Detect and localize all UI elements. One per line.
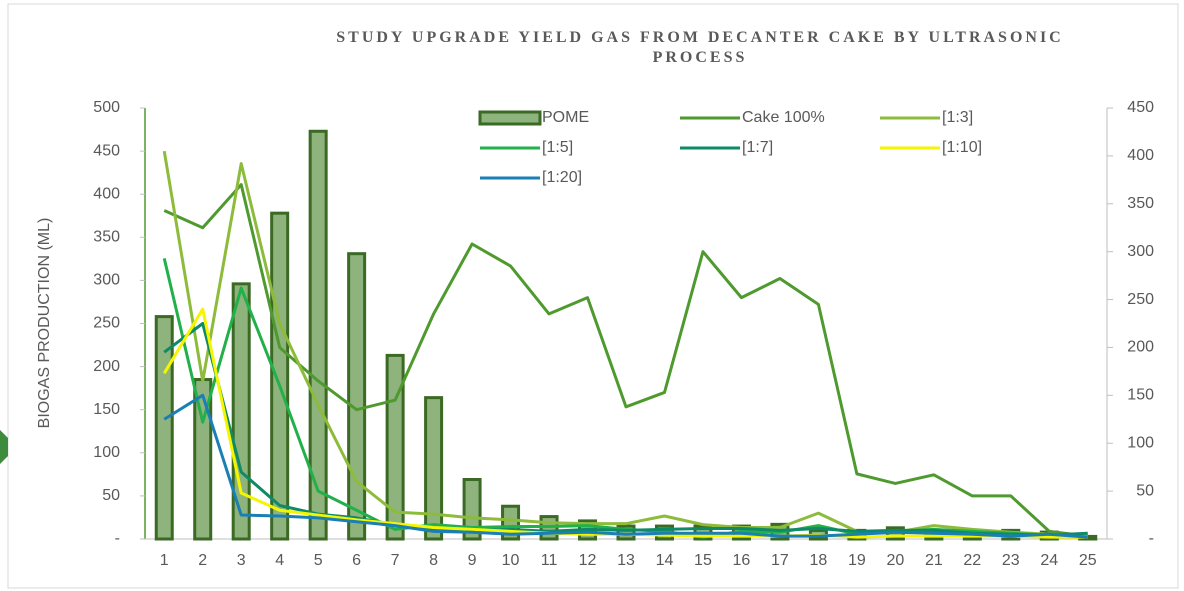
- x-tick-label: 14: [656, 552, 674, 569]
- x-tick-label: 24: [1040, 552, 1058, 569]
- chart-title: STUDY UPGRADE YIELD GAS FROM DECANTER CA…: [336, 29, 1064, 66]
- bar: [154, 315, 174, 541]
- x-tick-label: 8: [429, 552, 438, 569]
- y2-tick-label: 400: [1127, 147, 1154, 164]
- x-tick-label: 25: [1079, 552, 1097, 569]
- y-tick-label: -: [115, 530, 120, 547]
- x-tick-label: 10: [502, 552, 520, 569]
- y-tick-label: 350: [93, 229, 120, 246]
- y-tick-label: 450: [93, 142, 120, 159]
- legend-label: [1:7]: [742, 139, 773, 156]
- x-tick-label: 6: [352, 552, 361, 569]
- line: [162, 307, 1088, 539]
- x-tick-label: 17: [771, 552, 789, 569]
- legend-label: [1:10]: [942, 139, 982, 156]
- x-tick-label: 9: [468, 552, 477, 569]
- y2-tick-label: 450: [1127, 99, 1154, 116]
- y2-tick-label: 150: [1127, 387, 1154, 404]
- y-tick-label: 50: [102, 487, 120, 504]
- x-tick-label: 19: [848, 552, 866, 569]
- y2-tick-label: 350: [1127, 195, 1154, 212]
- y2-tick-label: 100: [1127, 434, 1154, 451]
- bar: [270, 211, 290, 541]
- decoration: [0, 430, 8, 464]
- y2-tick-label: -: [1149, 530, 1154, 547]
- legend-swatch: [478, 110, 542, 126]
- legend-label: POME: [542, 109, 589, 126]
- y-tick-label: 150: [93, 401, 120, 418]
- bar: [462, 478, 482, 541]
- bar: [308, 129, 328, 541]
- x-tick-label: 11: [541, 552, 558, 569]
- line: [163, 183, 1088, 538]
- y-tick-label: 500: [93, 99, 120, 116]
- legend-label: [1:5]: [542, 139, 573, 156]
- y-axis-label: BIOGAS PRODUCTION (ML): [36, 218, 53, 429]
- legend-label: [1:3]: [942, 109, 973, 126]
- x-tick-label: 22: [963, 552, 981, 569]
- x-tick-label: 13: [617, 552, 635, 569]
- x-tick-label: 3: [237, 552, 246, 569]
- x-tick-label: 2: [198, 552, 207, 569]
- x-tick-label: 21: [925, 552, 943, 569]
- line: [162, 258, 1088, 539]
- x-tick-label: 5: [314, 552, 323, 569]
- x-tick-label: 16: [733, 552, 751, 569]
- y-tick-label: 300: [93, 272, 120, 289]
- x-tick-label: 12: [579, 552, 597, 569]
- x-tick-label: 18: [810, 552, 828, 569]
- legend-label: [1:20]: [542, 169, 582, 186]
- chart-border: [7, 3, 1179, 589]
- y2-tick-label: 250: [1127, 291, 1154, 308]
- y2-tick-label: 200: [1127, 339, 1154, 356]
- x-tick-label: 1: [160, 552, 169, 569]
- bar: [424, 396, 444, 541]
- line: [163, 322, 1088, 537]
- x-tick-label: 15: [694, 552, 712, 569]
- y2-tick-label: 50: [1136, 482, 1154, 499]
- x-tick-label: 7: [391, 552, 400, 569]
- line: [163, 393, 1088, 539]
- y-tick-label: 400: [93, 185, 120, 202]
- y2-tick-label: 300: [1127, 243, 1154, 260]
- legend-label: Cake 100%: [742, 109, 825, 126]
- x-tick-label: 4: [275, 552, 284, 569]
- bar: [347, 252, 367, 541]
- x-tick-label: 20: [886, 552, 904, 569]
- y-tick-label: 100: [93, 444, 120, 461]
- x-tick-label: 23: [1002, 552, 1020, 569]
- y-tick-label: 200: [93, 358, 120, 375]
- y-tick-label: 250: [93, 315, 120, 332]
- line: [162, 150, 1088, 538]
